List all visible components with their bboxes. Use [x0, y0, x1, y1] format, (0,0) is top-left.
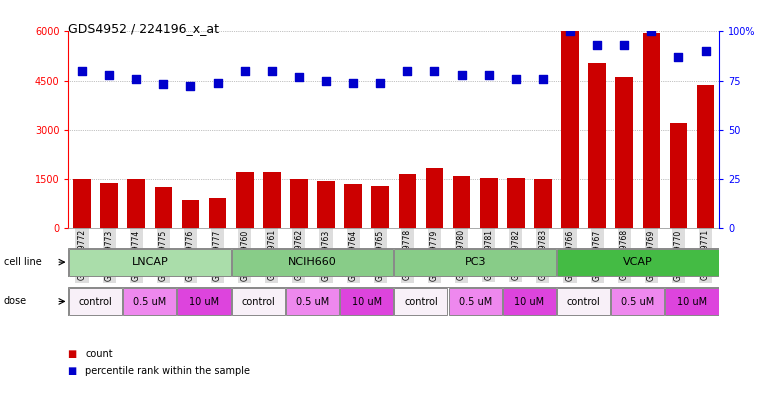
Bar — [611, 288, 664, 315]
Point — [673, 54, 685, 60]
Bar — [100, 183, 118, 228]
Bar — [507, 178, 524, 228]
Text: GDS4952 / 224196_x_at: GDS4952 / 224196_x_at — [68, 22, 219, 35]
Bar — [425, 168, 444, 228]
Bar — [344, 184, 362, 228]
Text: control: control — [404, 297, 438, 307]
Point — [510, 75, 522, 82]
Bar — [697, 86, 715, 228]
Text: control: control — [241, 297, 275, 307]
Point — [239, 68, 251, 74]
Point — [618, 42, 630, 48]
Bar — [670, 123, 687, 228]
Bar — [399, 174, 416, 228]
Text: dose: dose — [4, 296, 27, 307]
Bar — [371, 186, 389, 228]
Bar — [642, 33, 661, 228]
Text: count: count — [85, 349, 113, 359]
Bar — [209, 198, 227, 228]
Point — [564, 28, 576, 35]
Bar — [127, 180, 145, 228]
Bar — [394, 249, 556, 275]
Text: percentile rank within the sample: percentile rank within the sample — [85, 366, 250, 376]
Bar — [448, 288, 501, 315]
Bar — [182, 200, 199, 228]
Text: control: control — [567, 297, 600, 307]
Text: ■: ■ — [68, 349, 81, 359]
Text: NCIH660: NCIH660 — [288, 257, 337, 267]
Point — [184, 83, 196, 90]
Bar — [453, 176, 470, 228]
Point — [482, 72, 495, 78]
Text: cell line: cell line — [4, 257, 42, 267]
Text: PC3: PC3 — [464, 257, 486, 267]
Text: ■: ■ — [68, 366, 81, 376]
Bar — [317, 181, 335, 228]
Text: 10 uM: 10 uM — [189, 297, 219, 307]
Point — [293, 73, 305, 80]
Point — [537, 75, 549, 82]
Point — [158, 81, 170, 88]
Bar — [236, 172, 253, 228]
Text: 10 uM: 10 uM — [352, 297, 382, 307]
Bar — [503, 288, 556, 315]
Text: 0.5 uM: 0.5 uM — [621, 297, 654, 307]
Bar — [231, 288, 285, 315]
Bar — [616, 77, 633, 228]
Point — [645, 28, 658, 35]
Bar — [69, 288, 123, 315]
Bar — [557, 288, 610, 315]
Bar — [286, 288, 339, 315]
Text: 10 uM: 10 uM — [677, 297, 707, 307]
Bar — [480, 178, 498, 228]
Bar — [394, 288, 447, 315]
Text: 10 uM: 10 uM — [514, 297, 544, 307]
Point — [401, 68, 413, 74]
Text: control: control — [78, 297, 113, 307]
Bar — [73, 180, 91, 228]
Point — [212, 79, 224, 86]
Bar — [177, 288, 231, 315]
Point — [428, 68, 441, 74]
Bar — [340, 288, 393, 315]
Bar — [290, 179, 307, 228]
Text: 0.5 uM: 0.5 uM — [459, 297, 492, 307]
Bar — [665, 288, 718, 315]
Bar — [263, 172, 281, 228]
Text: 0.5 uM: 0.5 uM — [296, 297, 329, 307]
Bar — [561, 31, 579, 228]
Point — [591, 42, 603, 48]
Point — [347, 79, 359, 86]
Text: LNCAP: LNCAP — [132, 257, 168, 267]
Point — [103, 72, 115, 78]
Bar — [557, 249, 718, 275]
Point — [76, 68, 88, 74]
Text: 0.5 uM: 0.5 uM — [133, 297, 167, 307]
Point — [320, 77, 332, 84]
Point — [699, 48, 712, 54]
Bar — [231, 249, 393, 275]
Text: VCAP: VCAP — [623, 257, 653, 267]
Point — [130, 75, 142, 82]
Bar — [588, 62, 606, 228]
Bar — [69, 249, 231, 275]
Point — [374, 79, 387, 86]
Point — [266, 68, 278, 74]
Point — [456, 72, 468, 78]
Bar — [534, 179, 552, 228]
Bar — [154, 187, 172, 228]
Bar — [123, 288, 177, 315]
